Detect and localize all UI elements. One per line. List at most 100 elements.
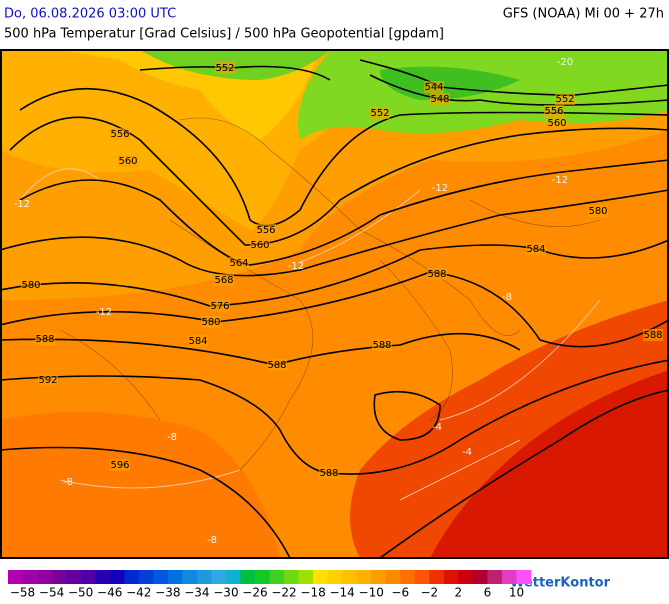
isotherm-label: -4 <box>432 422 442 433</box>
contour-label-bg <box>110 459 130 471</box>
isotherm-label: -8 <box>63 477 73 488</box>
colorbar-cell <box>153 570 169 584</box>
contour-label-bg <box>250 239 270 251</box>
contour-label: 584 <box>188 336 207 347</box>
colorbar-label: −54 <box>39 586 64 600</box>
contour-label: 544 <box>424 82 443 93</box>
contour-label: 580 <box>21 280 40 291</box>
contour <box>0 189 669 277</box>
contour-label: 552 <box>215 63 234 74</box>
contour-label-bg <box>424 81 444 93</box>
colorbar-cell <box>298 570 314 584</box>
colorbar-cell <box>429 570 445 584</box>
contour-label: 556 <box>110 129 129 140</box>
colorbar-cell <box>254 570 270 584</box>
colorbar-cell <box>95 570 110 584</box>
colorbar-label: −14 <box>329 586 354 600</box>
colorbar-label: −46 <box>97 586 122 600</box>
colorbar-cell <box>313 570 328 584</box>
colorbar-cell <box>22 570 38 584</box>
isotherm-label: -8 <box>207 535 217 546</box>
model-run: GFS (NOAA) Mi 00 + 27h <box>503 7 664 22</box>
colorbar-cell <box>516 570 532 584</box>
contour-label-bg <box>319 467 339 479</box>
colorbar-cell <box>8 570 23 584</box>
contour <box>19 159 669 266</box>
colorbar-label: −26 <box>242 586 267 600</box>
contour <box>369 74 669 106</box>
isotherm-label: -20 <box>557 57 573 68</box>
colorbar-cell <box>51 570 67 584</box>
contour <box>19 87 669 227</box>
colorbar-cell <box>472 570 488 584</box>
contour <box>379 389 669 559</box>
temp-zone <box>430 370 669 558</box>
contour-label: 552 <box>370 108 389 119</box>
contour-label: 592 <box>38 375 57 386</box>
isotherm-label: -8 <box>167 432 177 443</box>
colorbar-cell <box>385 570 401 584</box>
country-borders <box>59 117 601 471</box>
colorbar-cell <box>269 570 285 584</box>
isotherm-label: -12 <box>288 261 304 272</box>
colorbar-label: −58 <box>10 586 35 600</box>
contour-label: 556 <box>544 106 563 117</box>
contour-label: 588 <box>427 269 446 280</box>
isotherm <box>19 168 601 501</box>
contour-label-bg <box>643 329 663 341</box>
colorbar-cell <box>371 570 387 584</box>
contour-label: 568 <box>214 275 233 286</box>
colorbar-label: −22 <box>271 586 296 600</box>
colorbar-cell <box>124 570 140 584</box>
isotherm-label: -8 <box>502 292 512 303</box>
contour-label: 588 <box>319 468 338 479</box>
contour-label-bg <box>188 335 208 347</box>
contour-label-bg <box>555 93 575 105</box>
contour-label: 560 <box>547 118 566 129</box>
colorbar-label: −30 <box>213 586 238 600</box>
contour-label-bg <box>267 359 287 371</box>
colorbar-cell <box>211 570 227 584</box>
contour-label-bg <box>110 128 130 140</box>
contour-label: 596 <box>110 460 129 471</box>
colorbar-label: −2 <box>420 586 438 600</box>
colorbar-cell <box>109 570 125 584</box>
contour-label-bg <box>118 155 138 167</box>
contour <box>0 359 669 475</box>
colorbar-cell <box>458 570 474 584</box>
contour-label: 588 <box>643 330 662 341</box>
colorbar-label: 6 <box>484 586 492 600</box>
colorbar-cell <box>414 570 430 584</box>
contour-label-bg <box>201 316 221 328</box>
logo: WetterKontor <box>510 576 611 591</box>
contour <box>0 271 669 348</box>
colorbar-cell <box>240 570 256 584</box>
contour-label: 576 <box>210 301 229 312</box>
colorbar-cell <box>182 570 198 584</box>
isotherm-label: -4 <box>462 447 472 458</box>
contour <box>0 446 291 559</box>
contour-label: 560 <box>118 156 137 167</box>
colorbar-label: −18 <box>300 586 325 600</box>
colorbar-cell <box>342 570 357 584</box>
contour-label: 580 <box>201 317 220 328</box>
contour-label-bg <box>229 257 249 269</box>
colorbar-label: −38 <box>155 586 180 600</box>
colorbar-cell <box>400 570 416 584</box>
colorbar-cell <box>138 570 154 584</box>
colorbar-label: −6 <box>391 586 409 600</box>
map <box>0 49 669 559</box>
contour-label-bg <box>38 374 58 386</box>
colorbar-cell <box>487 570 503 584</box>
contour-label-bg <box>526 243 546 255</box>
contour-label: 564 <box>229 258 248 269</box>
colorbar-label: −10 <box>359 586 384 600</box>
contour-label-bg <box>430 93 450 105</box>
colorbar-cell <box>284 570 299 584</box>
contour-label-bg <box>372 339 392 351</box>
contour-label-bg <box>370 107 390 119</box>
contour-label-bg <box>427 268 447 280</box>
isotherm-label: -12 <box>552 175 568 186</box>
contour-label-bg <box>256 224 276 236</box>
